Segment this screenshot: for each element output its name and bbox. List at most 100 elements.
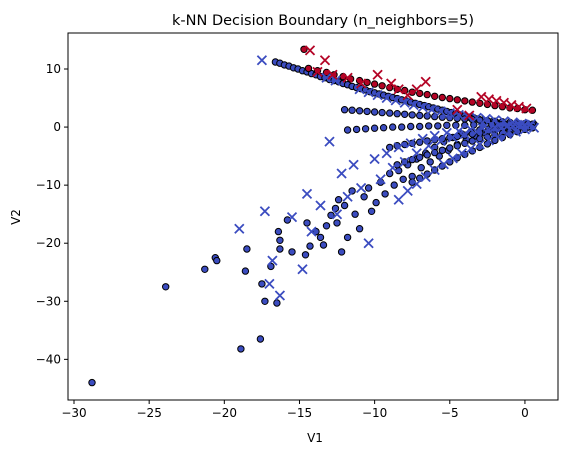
data-point-x: [506, 99, 517, 111]
data-point-x: [501, 128, 513, 140]
data-point-x: [363, 87, 374, 98]
data-point-x: [438, 159, 449, 170]
x-tick-label: −30: [61, 406, 86, 420]
data-point: [370, 124, 379, 132]
data-point: [438, 93, 446, 102]
y-tick-label: −30: [36, 294, 61, 308]
x-axis-label: V1: [307, 431, 323, 445]
data-point-x: [435, 106, 446, 117]
x-tick-label: −25: [137, 406, 162, 420]
series-0: [88, 58, 538, 387]
data-point-x: [411, 148, 422, 159]
data-point: [258, 280, 266, 288]
data-point: [352, 125, 361, 134]
data-point-x: [464, 110, 475, 121]
data-point: [379, 124, 388, 132]
data-point: [401, 110, 409, 119]
data-point: [306, 242, 314, 250]
data-point-x: [483, 94, 495, 105]
data-point-x: [411, 178, 422, 190]
data-point: [303, 219, 311, 227]
data-point: [340, 201, 349, 210]
data-point-x: [348, 159, 359, 170]
data-point-x: [420, 76, 431, 87]
data-point: [398, 123, 406, 131]
data-point: [416, 122, 424, 131]
data-point: [453, 96, 461, 104]
data-point-x: [476, 91, 487, 103]
data-point-x: [256, 55, 268, 66]
x-tick-label: −20: [212, 406, 237, 420]
data-point: [333, 219, 341, 227]
data-point-x: [363, 238, 374, 249]
data-point-x: [474, 139, 485, 150]
data-point: [273, 299, 281, 307]
data-point: [378, 108, 386, 117]
data-point-x: [447, 153, 458, 164]
data-point: [389, 123, 397, 131]
data-point-x: [528, 122, 540, 133]
data-point-x: [519, 124, 531, 135]
data-point: [408, 88, 416, 96]
data-point: [408, 111, 416, 119]
data-point: [243, 245, 251, 253]
data-point: [370, 80, 379, 88]
data-point: [276, 236, 284, 245]
data-point: [370, 108, 379, 116]
y-tick-label: −40: [36, 352, 61, 366]
data-point-x: [315, 200, 326, 211]
data-point-x: [489, 114, 501, 126]
data-point: [316, 233, 325, 242]
data-point-x: [423, 140, 434, 151]
data-point: [386, 109, 394, 117]
data-point: [363, 78, 371, 87]
data-point-x: [304, 45, 316, 56]
data-point-x: [387, 162, 398, 173]
data-point: [468, 137, 476, 145]
data-point-x: [372, 69, 383, 80]
data-point-x: [327, 69, 338, 80]
data-point-x: [355, 182, 367, 194]
data-point-x: [321, 72, 332, 83]
data-point-x: [491, 95, 502, 107]
data-point: [283, 216, 292, 224]
x-tick-label: −15: [287, 406, 312, 420]
data-point: [431, 92, 439, 101]
data-point: [340, 106, 349, 114]
data-point-x: [342, 72, 353, 83]
data-point-x: [492, 131, 504, 143]
data-point: [241, 267, 250, 275]
data-point: [367, 207, 376, 216]
data-point: [360, 193, 368, 201]
data-point-x: [336, 168, 347, 179]
data-point-x: [456, 148, 467, 159]
data-point-x: [330, 75, 341, 86]
series-2: [234, 55, 540, 301]
data-point: [327, 211, 335, 220]
x-tick-label: −10: [362, 406, 387, 420]
data-point: [446, 144, 454, 152]
data-point-x: [465, 124, 476, 135]
data-point: [393, 110, 401, 118]
data-point: [319, 241, 328, 249]
data-point-x: [297, 264, 308, 275]
data-point: [343, 126, 352, 134]
data-point: [348, 187, 356, 195]
data-point-x: [267, 255, 278, 266]
data-point-x: [444, 107, 455, 119]
data-point: [361, 125, 370, 133]
data-point: [416, 111, 424, 120]
data-point: [274, 227, 283, 236]
data-point-x: [319, 55, 331, 66]
data-point-x: [452, 104, 463, 115]
data-point: [288, 248, 296, 256]
data-point: [438, 146, 446, 155]
data-point: [390, 181, 398, 189]
data-point-x: [274, 290, 286, 301]
y-tick-label: −10: [36, 178, 61, 192]
data-point: [372, 198, 380, 207]
data-point-x: [306, 226, 317, 237]
data-point-x: [507, 117, 519, 128]
data-point: [276, 245, 284, 253]
